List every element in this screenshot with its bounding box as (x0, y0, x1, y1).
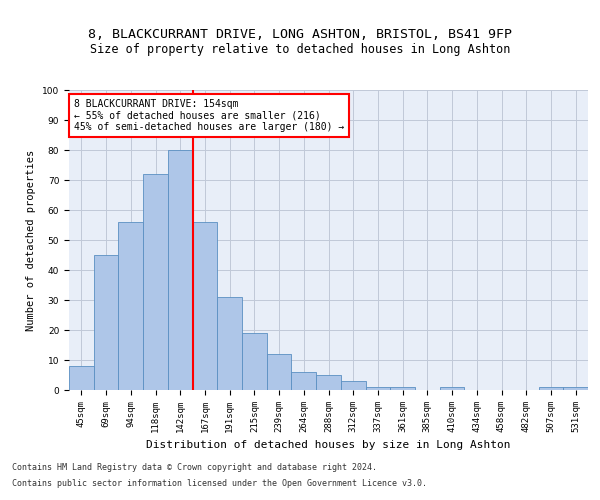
Bar (193, 222, 217, 390)
Bar (390, 387, 415, 390)
Bar (242, 333, 267, 390)
Bar (563, 387, 588, 390)
Bar (94, 255, 118, 390)
Bar (365, 387, 390, 390)
Bar (292, 372, 316, 390)
Text: Contains public sector information licensed under the Open Government Licence v3: Contains public sector information licen… (12, 478, 427, 488)
Bar (440, 387, 464, 390)
Text: 8 BLACKCURRANT DRIVE: 154sqm
← 55% of detached houses are smaller (216)
45% of s: 8 BLACKCURRANT DRIVE: 154sqm ← 55% of de… (74, 99, 344, 132)
Text: Contains HM Land Registry data © Crown copyright and database right 2024.: Contains HM Land Registry data © Crown c… (12, 464, 377, 472)
Bar (316, 375, 341, 390)
Y-axis label: Number of detached properties: Number of detached properties (26, 150, 37, 330)
Bar (118, 222, 143, 390)
Bar (217, 297, 242, 390)
Bar (341, 381, 365, 390)
Bar (267, 354, 292, 390)
Text: 8, BLACKCURRANT DRIVE, LONG ASHTON, BRISTOL, BS41 9FP: 8, BLACKCURRANT DRIVE, LONG ASHTON, BRIS… (88, 28, 512, 40)
Bar (69, 366, 94, 390)
Bar (143, 174, 168, 390)
Bar (539, 387, 563, 390)
Text: Size of property relative to detached houses in Long Ashton: Size of property relative to detached ho… (90, 42, 510, 56)
X-axis label: Distribution of detached houses by size in Long Ashton: Distribution of detached houses by size … (146, 440, 511, 450)
Bar (168, 150, 193, 390)
